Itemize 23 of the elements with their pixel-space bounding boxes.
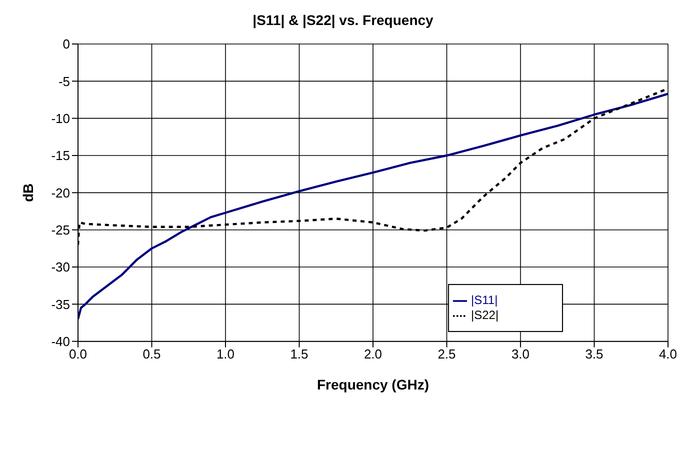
legend-label: |S22| [471, 308, 499, 322]
x-tick-label: 1.0 [216, 346, 235, 362]
legend-label: |S11| [471, 293, 498, 307]
chart-title: |S11| & |S22| vs. Frequency [252, 11, 434, 30]
y-tick-label: -20 [51, 185, 70, 200]
y-axis-title: dB [20, 183, 36, 202]
y-tick-label: -15 [51, 148, 70, 164]
x-tick-label: 3.0 [511, 346, 530, 362]
y-tick-label: -30 [51, 260, 70, 275]
x-tick-label: 0.5 [142, 346, 161, 362]
x-tick-label: 4.0 [658, 346, 678, 362]
x-tick-label: 2.0 [364, 346, 382, 362]
x-tick-label: 2.5 [438, 346, 456, 362]
y-tick-label: -25 [51, 222, 70, 238]
y-tick-label: 0 [62, 36, 70, 52]
x-tick-label: 0.0 [68, 346, 88, 362]
y-tick-label: -5 [58, 74, 70, 89]
x-axis-title: Frequency (GHz) [316, 376, 430, 392]
y-tick-label: -40 [51, 334, 70, 349]
y-tick-label: -35 [51, 296, 70, 312]
x-tick-label: 3.5 [585, 346, 604, 362]
x-tick-label: 1.5 [290, 346, 308, 362]
y-tick-label: -10 [51, 110, 70, 126]
